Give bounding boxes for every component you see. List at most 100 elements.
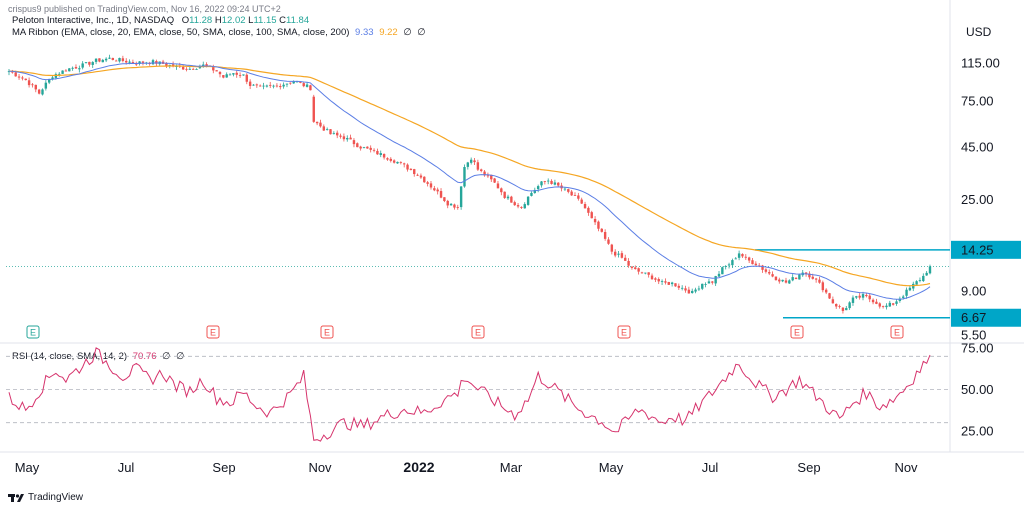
candle-body — [476, 162, 480, 170]
candle-body — [369, 147, 372, 150]
candle-body — [386, 158, 389, 160]
candle-body — [195, 69, 198, 70]
candle-body — [657, 279, 660, 282]
candle-body — [691, 290, 694, 294]
candle-body — [155, 61, 158, 64]
candle-body — [774, 276, 778, 281]
candle-body — [218, 71, 222, 75]
candle-body — [841, 307, 845, 311]
candle-body — [784, 280, 788, 283]
candle-body — [670, 282, 674, 285]
candle-body — [674, 283, 677, 287]
candle-body — [131, 62, 135, 64]
candle-body — [449, 203, 453, 206]
candle-body — [644, 272, 647, 274]
earnings-event-icon[interactable] — [617, 325, 631, 339]
level-price-tag — [951, 240, 1021, 259]
earnings-event-label: E — [210, 328, 216, 338]
earnings-event-icon[interactable] — [26, 325, 40, 339]
candle-body — [322, 126, 326, 131]
candle-body — [824, 289, 828, 293]
candle-body — [245, 74, 248, 82]
candle-body — [603, 232, 607, 239]
candle-body — [490, 174, 493, 180]
candle-body — [567, 189, 570, 192]
candle-body — [362, 147, 366, 149]
candle-body — [701, 283, 704, 289]
candle-body — [433, 188, 436, 191]
candle-body — [724, 266, 727, 267]
candle-body — [469, 159, 473, 163]
candle-body — [31, 84, 34, 86]
candle-body — [677, 285, 681, 288]
candle-body — [346, 138, 349, 140]
candle-body — [570, 191, 573, 196]
earnings-event-icon[interactable] — [320, 325, 334, 339]
candle-body — [533, 189, 537, 193]
candle-body — [466, 162, 470, 167]
earnings-event-icon[interactable] — [206, 325, 220, 339]
candle-body — [667, 281, 670, 285]
earnings-event-icon[interactable] — [790, 325, 804, 339]
earnings-event-label: E — [894, 328, 900, 338]
ma-ribbon-value-1: 9.33 — [355, 27, 374, 38]
candle-body — [325, 129, 329, 130]
candle-body — [336, 132, 339, 136]
candle-body — [818, 279, 821, 283]
candle-body — [64, 70, 68, 72]
candle-body — [359, 146, 362, 149]
candle-body — [94, 58, 98, 62]
level-price-label: 6.67 — [961, 310, 986, 325]
candle-body — [252, 84, 255, 86]
price-axis-tick: 45.00 — [961, 139, 994, 154]
candle-body — [768, 272, 771, 274]
candle-body — [68, 68, 71, 72]
time-axis-label: Mar — [500, 460, 523, 475]
candle-body — [620, 253, 624, 258]
candle-body — [413, 169, 416, 175]
ema-50-line — [9, 65, 931, 287]
ma-ribbon-label: MA Ribbon (EMA, close, 20, EMA, close, 5… — [12, 27, 350, 38]
candle-body — [908, 287, 912, 291]
candle-body — [238, 75, 242, 76]
candle-body — [319, 122, 322, 127]
earnings-event-icon[interactable] — [890, 325, 904, 339]
level-price-label: 14.25 — [961, 242, 994, 257]
candle-body — [687, 289, 691, 294]
earnings-event-icon[interactable] — [471, 325, 485, 339]
candle-body — [486, 175, 490, 177]
candle-body — [309, 85, 312, 91]
candle-body — [21, 77, 24, 79]
candle-body — [81, 63, 84, 68]
candle-body — [734, 258, 737, 260]
candle-body — [459, 186, 463, 208]
rsi-axis-tick: 50.00 — [961, 382, 994, 397]
candle-body — [483, 171, 486, 176]
price-axis-tick: 25.00 — [961, 192, 994, 207]
candle-body — [895, 301, 898, 304]
candle-body — [590, 212, 593, 219]
candle-body — [835, 304, 838, 307]
candle-body — [71, 67, 74, 69]
price-axis-tick: 9.00 — [961, 283, 986, 298]
candle-body — [861, 294, 865, 298]
time-axis-label: 2022 — [403, 459, 434, 475]
candle-body — [265, 85, 269, 87]
candle-body — [848, 302, 851, 309]
candle-body — [891, 303, 895, 305]
ohlc-low-key: L — [248, 15, 254, 26]
candle-body — [550, 180, 553, 184]
candle-body — [888, 302, 892, 307]
publisher-line: crispus9 published on TradingView.com, N… — [8, 4, 281, 14]
candle-body — [104, 58, 108, 61]
ohlc-close-key: C — [279, 15, 287, 26]
ohlc-high-value: 12.02 — [221, 15, 246, 26]
candle-body — [828, 293, 831, 299]
candle-body — [78, 68, 81, 70]
rsi-axis-tick: 75.00 — [961, 341, 994, 356]
candle-body — [781, 279, 784, 282]
candle-body — [262, 85, 265, 87]
candle-body — [141, 61, 145, 63]
candle-body — [583, 203, 587, 209]
